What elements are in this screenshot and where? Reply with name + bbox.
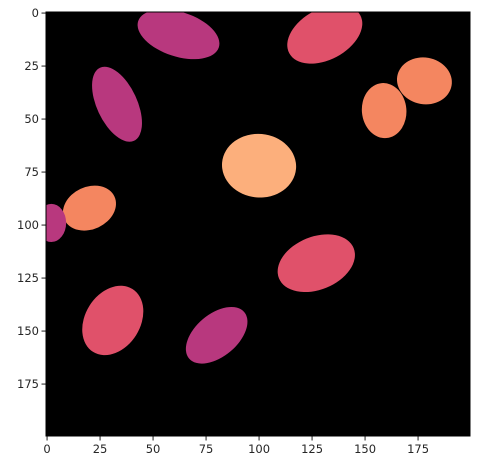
x-tick-label: 50 — [146, 442, 161, 456]
y-tick-label: 75 — [24, 165, 39, 179]
x-tick-label: 0 — [43, 442, 50, 456]
region-10 — [82, 285, 144, 356]
region-1 — [137, 12, 220, 60]
y-tick-label: 150 — [17, 324, 39, 338]
y-axis: 0 25 50 75 100 125 150 175 — [17, 6, 46, 391]
region-4 — [396, 57, 452, 105]
x-tick-label: 150 — [354, 442, 376, 456]
region-5 — [361, 83, 407, 139]
y-tick-label: 0 — [32, 6, 39, 20]
region-2 — [287, 12, 363, 64]
y-tick-label: 175 — [17, 377, 39, 391]
region-9 — [277, 234, 355, 293]
x-tick-label: 175 — [407, 442, 429, 456]
x-tick-label: 100 — [248, 442, 270, 456]
region-6 — [221, 133, 297, 198]
x-tick-label: 25 — [93, 442, 108, 456]
y-tick-label: 25 — [24, 59, 39, 73]
region-8 — [46, 203, 67, 243]
x-axis: 0 25 50 75 100 125 150 175 — [43, 436, 429, 456]
region-7 — [62, 185, 116, 231]
x-tick-label: 75 — [199, 442, 214, 456]
plot-frame — [45, 11, 471, 437]
y-tick-label: 100 — [17, 218, 39, 232]
region-11 — [185, 307, 248, 364]
x-tick-label: 125 — [301, 442, 323, 456]
region-3 — [92, 66, 142, 142]
image-regions — [46, 12, 452, 364]
y-tick-label: 125 — [17, 271, 39, 285]
plot-area — [45, 11, 471, 437]
y-tick-label: 50 — [24, 112, 39, 126]
